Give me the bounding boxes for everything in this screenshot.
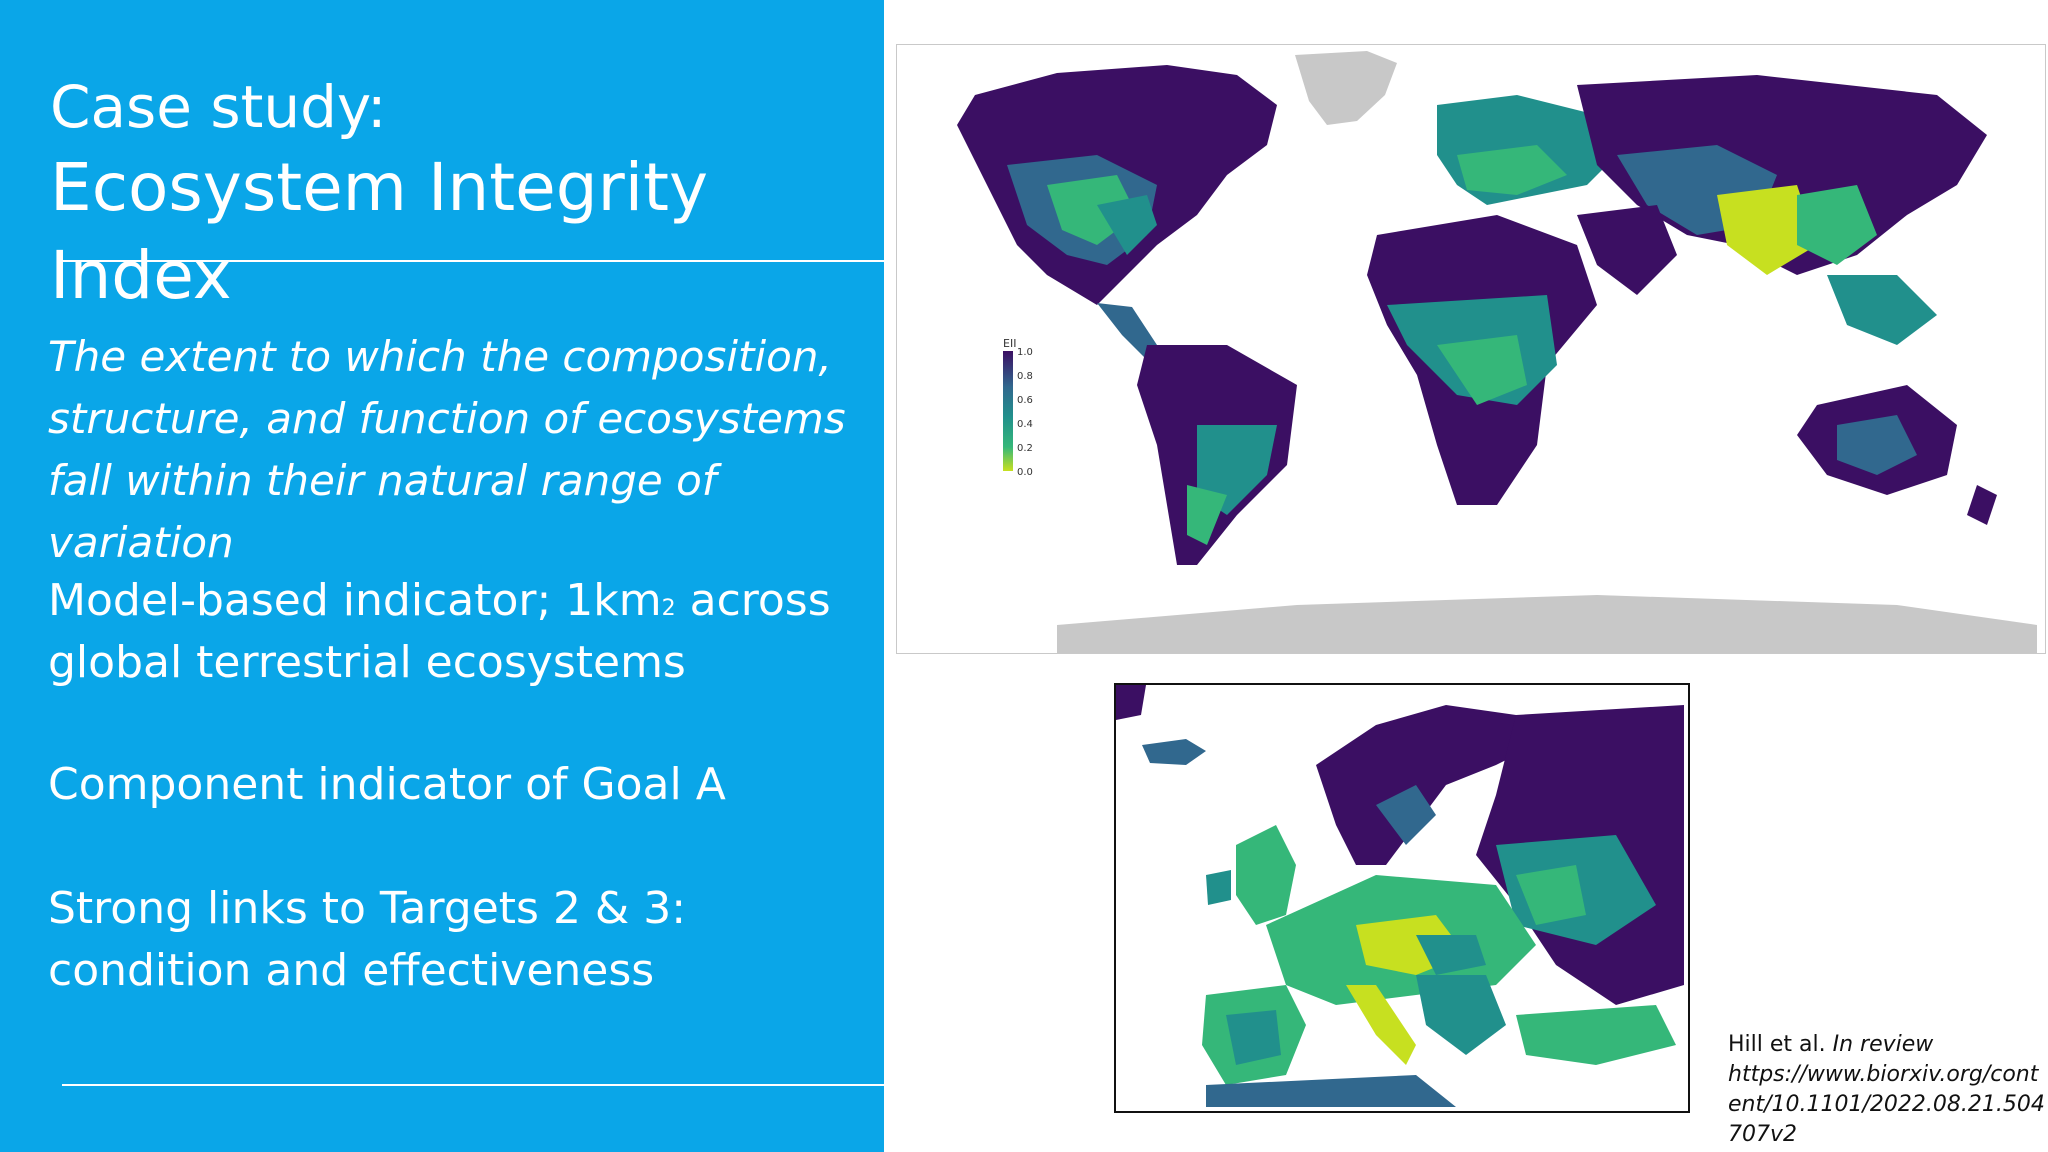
legend-tick-3: 0.6 [1017,395,1033,406]
legend-title: EII [1003,337,1016,350]
europe-map-svg [1116,685,1684,1107]
eii-legend: EII 1.0 0.8 0.6 0.4 0.2 0.0 [1003,337,1033,478]
point-targets: Strong links to Targets 2 & 3: condition… [48,883,687,996]
middle-east [1577,205,1677,295]
point-model-based-text: Model-based indicator; 1km [48,575,662,626]
definition-text: The extent to which the composition, str… [48,332,846,567]
citation-authors: Hill et al. [1728,1032,1826,1057]
new-zealand [1967,485,1997,525]
antarctica [1057,595,2037,653]
balkans [1416,975,1506,1055]
point-model-based-text-2: across global terrestrial ecosystems [48,575,831,688]
asia [1577,75,1987,275]
title-line-1: Case study: [50,73,387,141]
divider-top [62,260,884,262]
left-panel: Case study: Ecosystem Integrity Index Th… [0,0,884,1152]
british-isles [1236,825,1296,925]
superscript-2: 2 [661,596,676,621]
title-line-2: Ecosystem Integrity Index [50,149,709,314]
slide-title: Case study: Ecosystem Integrity Index [50,70,884,320]
legend-colorbar [1003,351,1013,471]
iceland [1142,739,1206,765]
greenland [1295,51,1397,125]
central-america [1097,303,1157,360]
world-map: EII 1.0 0.8 0.6 0.4 0.2 0.0 [896,44,2046,654]
legend-tick-1: 1.0 [1017,347,1033,358]
citation-status: In review [1832,1032,1934,1057]
world-map-svg: EII 1.0 0.8 0.6 0.4 0.2 0.0 [957,51,2037,653]
divider-bottom [62,1084,884,1086]
southeast-asia [1827,275,1937,345]
citation: Hill et al. In review https://www.biorxi… [1728,1030,2048,1150]
italy [1346,985,1416,1065]
legend-tick-4: 0.4 [1017,419,1033,430]
point-goal-a: Component indicator of Goal A [48,759,726,810]
citation-line1: Hill et al. In review [1728,1030,2048,1060]
legend-tick-6: 0.0 [1017,467,1033,478]
legend-tick-2: 0.8 [1017,371,1033,382]
citation-url[interactable]: https://www.biorxiv.org/content/10.1101/… [1728,1062,2045,1147]
scandinavia [1316,705,1536,865]
point-model-based: Model-based indicator; 1km2 across globa… [48,570,868,694]
turkey [1516,1005,1676,1065]
legend-tick-5: 0.2 [1017,443,1033,454]
greenland-tip [1116,685,1146,720]
north-africa [1206,1075,1456,1107]
europe-map [1114,683,1690,1113]
